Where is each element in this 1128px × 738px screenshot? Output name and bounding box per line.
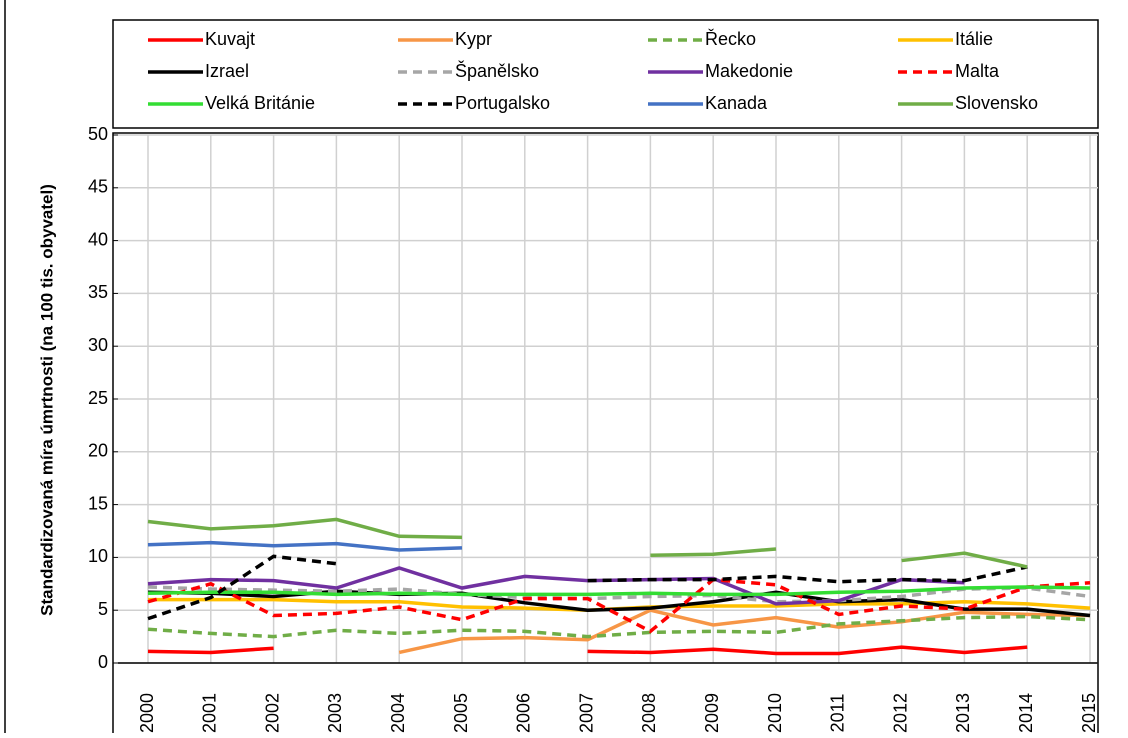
legend-label: Kypr: [455, 29, 492, 49]
series-line: [398, 608, 1091, 655]
series-line: [587, 645, 1028, 656]
legend-label: Řecko: [705, 29, 756, 49]
legend-label: Malta: [955, 61, 1000, 81]
legend-label: Španělsko: [455, 60, 539, 81]
y-tick-label: 20: [88, 441, 108, 461]
series-line: [147, 585, 1091, 597]
x-tick-label: 2002: [262, 693, 282, 733]
legend-label: Itálie: [955, 29, 993, 49]
x-tick-label: 2012: [890, 693, 910, 733]
series-line: [147, 646, 274, 655]
series-line: [901, 551, 1028, 569]
series-line: [147, 540, 463, 552]
x-tick-label: 2007: [576, 693, 596, 733]
legend-label: Portugalsko: [455, 93, 550, 113]
x-tick-label: 2000: [137, 693, 157, 733]
x-tick-label: 2005: [451, 693, 471, 733]
legend-label: Makedonie: [705, 61, 793, 81]
x-tick-label: 2008: [639, 693, 659, 733]
y-tick-label: 30: [88, 335, 108, 355]
y-tick-label: 50: [88, 124, 108, 144]
y-tick-label: 10: [88, 546, 108, 566]
y-tick-label: 5: [98, 599, 108, 619]
legend-box: [112, 19, 1099, 129]
y-tick-label: 40: [88, 229, 108, 249]
legend-label: Velká Británie: [205, 93, 315, 113]
x-tick-label: 2004: [388, 693, 408, 733]
series-line: [147, 517, 463, 540]
x-tick-label: 2006: [514, 693, 534, 733]
series-line: [587, 565, 1028, 584]
series-line: [650, 547, 777, 558]
x-tick-label: 2014: [1016, 693, 1036, 733]
x-tick-label: 2013: [953, 693, 973, 733]
plot-frame: [112, 132, 1099, 738]
series-line: [147, 614, 1091, 639]
legend-label: Slovensko: [955, 93, 1038, 113]
y-tick-label: 15: [88, 493, 108, 513]
x-tick-label: 2009: [702, 693, 722, 733]
series-line: [147, 577, 1091, 634]
legend-label: Kuvajt: [205, 29, 255, 49]
y-tick-label: 45: [88, 177, 108, 197]
x-tick-label: 2010: [765, 693, 785, 733]
legend-label: Kanada: [705, 93, 768, 113]
y-tick-label: 0: [98, 652, 108, 672]
series-line: [147, 566, 965, 606]
series-line: [147, 554, 337, 621]
y-tick-label: 35: [88, 282, 108, 302]
x-tick-label: 2001: [200, 693, 220, 733]
series-line: [147, 585, 1091, 604]
y-axis-label: Standardizovaná míra úmrtnosti (na 100 t…: [37, 184, 56, 616]
y-tick-label: 25: [88, 388, 108, 408]
x-tick-label: 2015: [1079, 693, 1099, 733]
legend-label: Izrael: [205, 61, 249, 81]
x-tick-label: 2011: [828, 694, 848, 733]
x-tick-label: 2003: [325, 693, 345, 733]
